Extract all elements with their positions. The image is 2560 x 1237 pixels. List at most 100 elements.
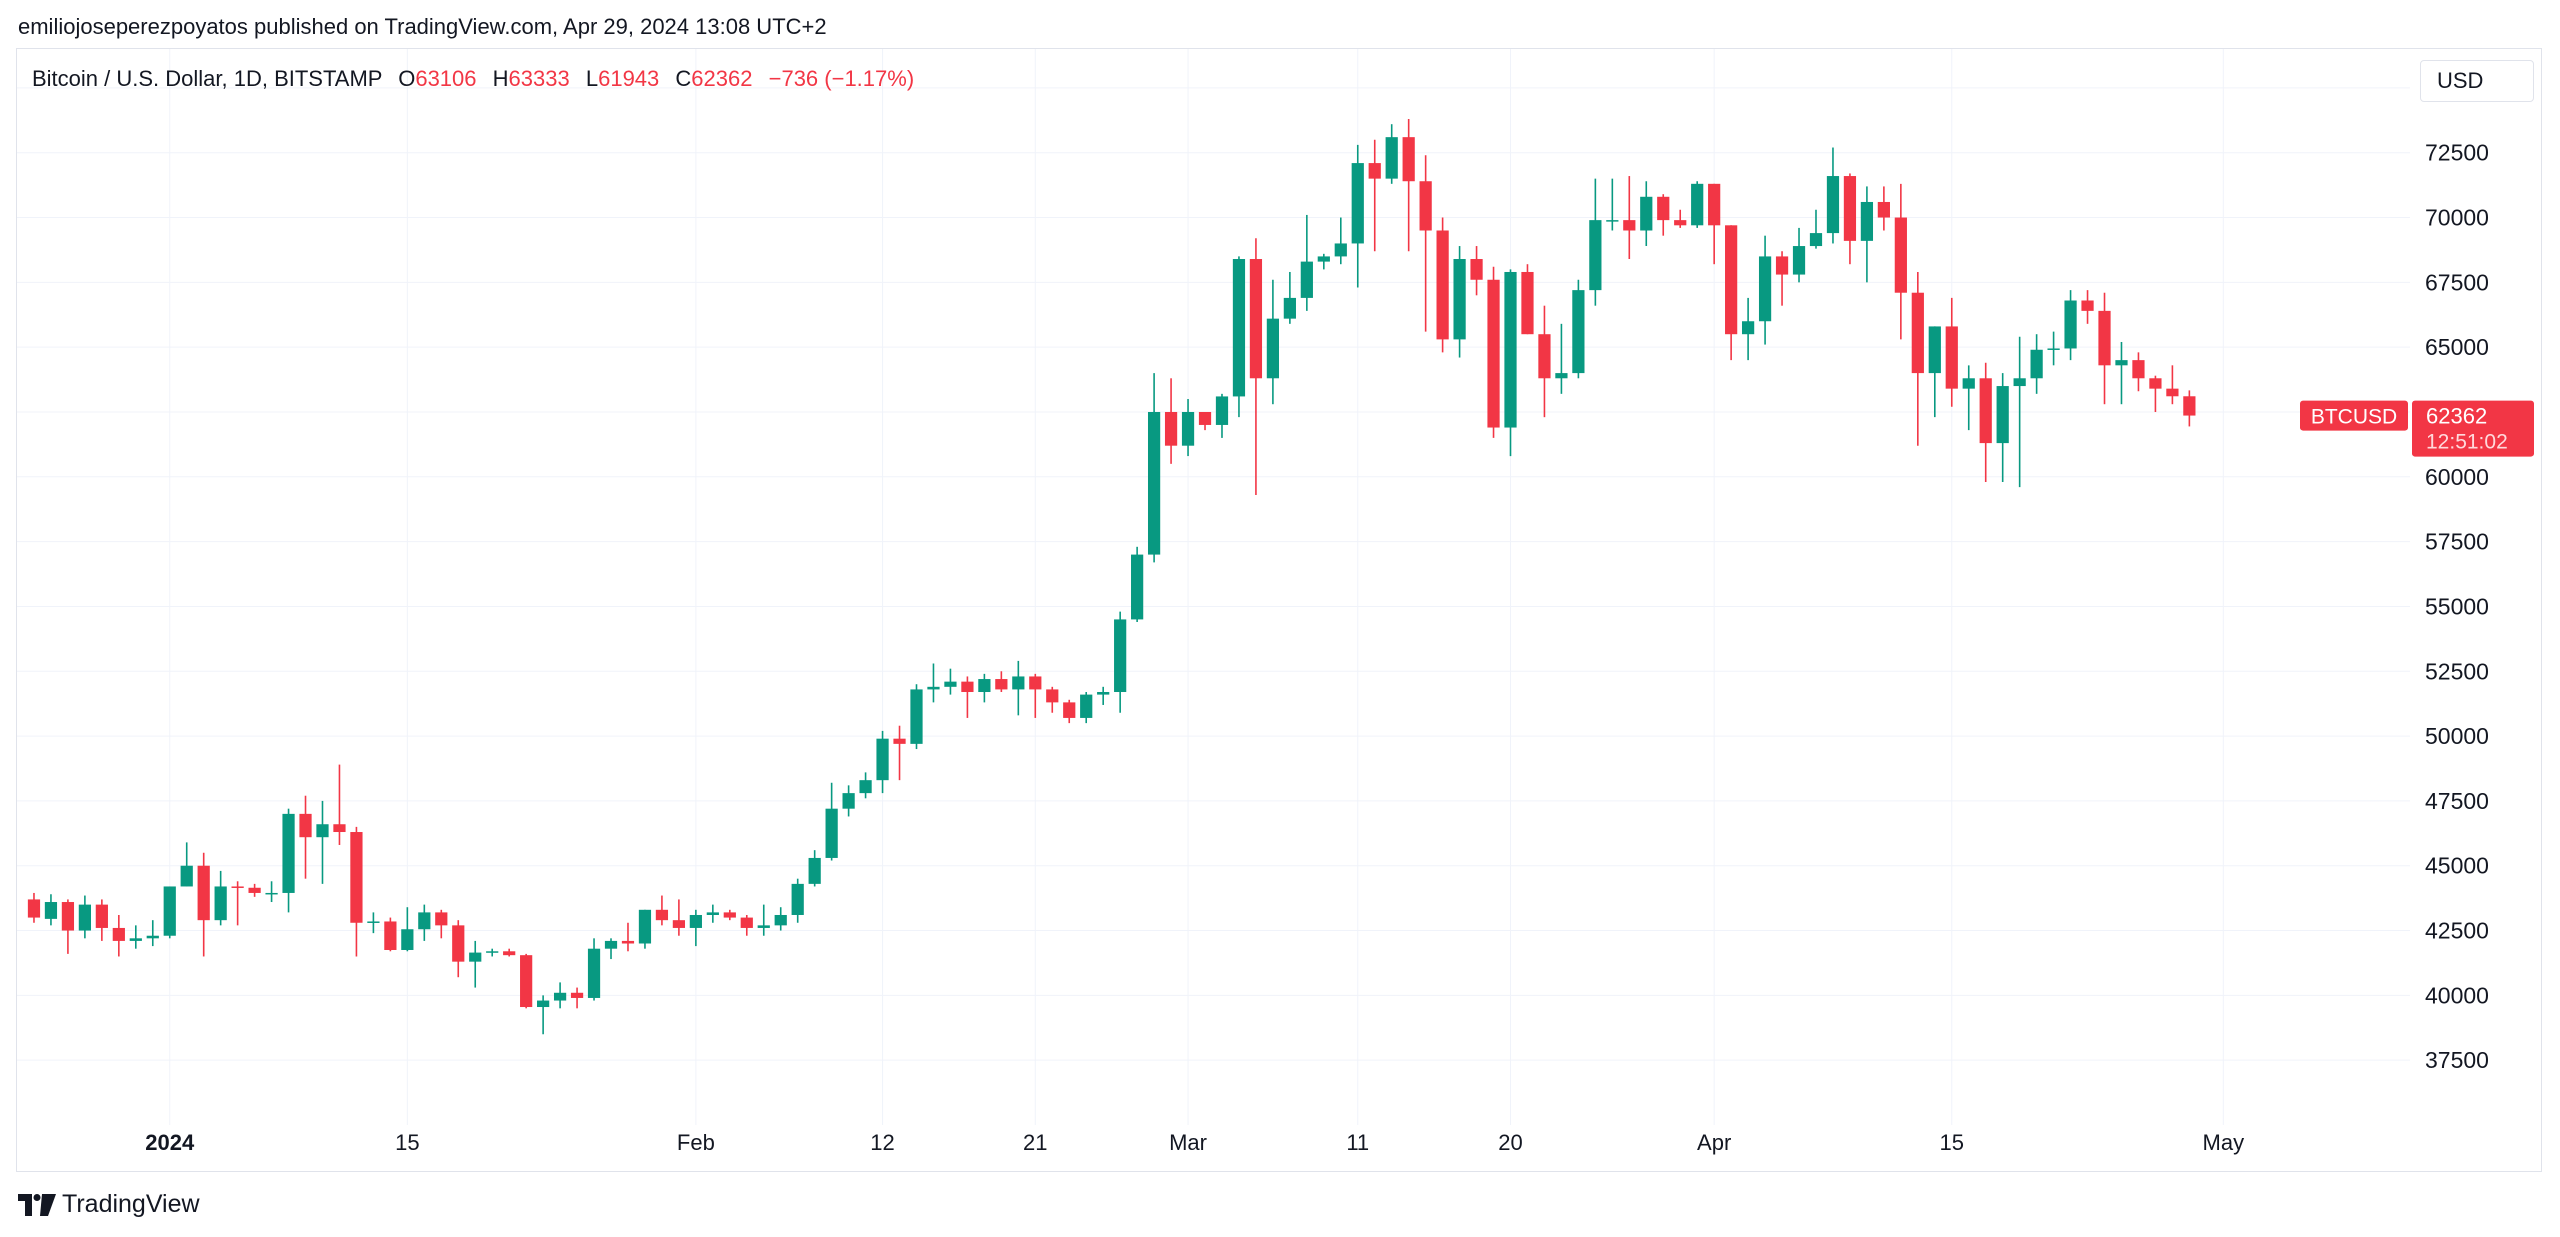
- candle-up: [1589, 178, 1602, 306]
- candle-down: [1029, 673, 1042, 718]
- candle-body: [1334, 243, 1347, 257]
- candle-body: [740, 917, 753, 928]
- high-value: 63333: [508, 66, 570, 91]
- candle-up: [282, 808, 295, 913]
- candle-body: [2081, 300, 2094, 311]
- candle-up: [944, 668, 957, 695]
- candle-up: [1334, 217, 1347, 265]
- candle-body: [1198, 411, 1212, 425]
- candle-down: [231, 881, 244, 926]
- candle-down: [1046, 686, 1059, 713]
- candle-up: [1131, 546, 1144, 623]
- candle-body: [1945, 326, 1958, 389]
- time-tick-label: 15: [1940, 1130, 1964, 1155]
- candle-up: [774, 907, 787, 931]
- time-tick-label: 2024: [145, 1130, 195, 1155]
- candle-up: [1215, 393, 1229, 438]
- candle-body: [1521, 271, 1534, 335]
- candle-up: [553, 982, 567, 1009]
- candle-body: [825, 808, 838, 858]
- candle-down: [1436, 217, 1449, 353]
- candle-down: [740, 914, 753, 936]
- chart-pane[interactable]: [16, 48, 2542, 1172]
- time-tick-label: 12: [870, 1130, 894, 1155]
- symbol-description[interactable]: Bitcoin / U.S. Dollar, 1D, BITSTAMP: [32, 66, 383, 91]
- candle-body: [231, 886, 244, 888]
- candle-body: [1012, 676, 1025, 690]
- candle-body: [299, 813, 312, 838]
- candle-up: [44, 894, 58, 926]
- candle-body: [367, 921, 380, 923]
- candle-body: [1674, 220, 1687, 226]
- candle-down: [1402, 119, 1415, 252]
- candle-body: [282, 813, 295, 893]
- candle-body: [1029, 676, 1042, 690]
- candle-up: [1928, 326, 1941, 418]
- candle-up: [1097, 686, 1110, 705]
- currency-button[interactable]: USD: [2420, 60, 2534, 102]
- candle-up: [1860, 186, 1874, 283]
- candle-up: [401, 907, 414, 952]
- candle-up: [1640, 181, 1653, 247]
- candle-down: [95, 899, 108, 941]
- candle-down: [2098, 292, 2111, 405]
- candle-body: [1538, 334, 1551, 379]
- candle-down: [961, 676, 974, 718]
- candle-body: [1640, 196, 1653, 231]
- candle-body: [2030, 349, 2043, 379]
- price-tick-label: 70000: [2425, 205, 2489, 231]
- time-tick-label: 11: [1346, 1130, 1369, 1155]
- candle-down: [452, 920, 465, 978]
- candle-down: [995, 671, 1008, 693]
- candle-up: [1555, 323, 1568, 394]
- candle-up: [1080, 692, 1093, 724]
- candle-up: [842, 785, 855, 817]
- candle-up: [1266, 279, 1280, 405]
- candle-body: [1572, 290, 1585, 374]
- candle-body: [1775, 256, 1789, 275]
- candle-body: [1928, 326, 1941, 374]
- candle-down: [1249, 238, 1263, 495]
- candle-body: [469, 952, 482, 962]
- candle-body: [2047, 348, 2060, 350]
- price-tick-label: 57500: [2425, 529, 2489, 555]
- candle-up: [1691, 181, 1704, 228]
- price-tick-label: 67500: [2425, 269, 2489, 295]
- candle-body: [163, 886, 176, 936]
- candle-body: [1877, 201, 1890, 218]
- candle-body: [1368, 163, 1381, 179]
- candle-up: [2030, 334, 2043, 394]
- bar-countdown: 12:51:02: [2426, 431, 2508, 454]
- candle-down: [1708, 183, 1721, 265]
- candle-body: [1996, 386, 2009, 444]
- price-tag-value: 62362: [2426, 404, 2487, 429]
- price-tick-label: 47500: [2425, 788, 2489, 814]
- candle-up: [265, 881, 278, 903]
- candle-body: [27, 899, 41, 918]
- time-tick-label: May: [2203, 1130, 2245, 1155]
- candle-up: [859, 772, 872, 799]
- candle-down: [1945, 297, 1958, 407]
- candle-body: [1046, 689, 1059, 703]
- candle-body: [401, 929, 414, 950]
- candle-body: [1657, 196, 1670, 221]
- candle-down: [1063, 699, 1076, 724]
- candle-body: [1351, 163, 1364, 244]
- candle-body: [1402, 137, 1415, 182]
- candle-body: [2064, 300, 2077, 349]
- candle-up: [1758, 235, 1772, 345]
- candle-up: [1809, 209, 1823, 249]
- candle-body: [1470, 259, 1483, 280]
- candle-body: [706, 912, 719, 915]
- change-value: −736 (−1.17%): [768, 66, 915, 91]
- candle-body: [927, 686, 940, 690]
- candle-up: [316, 800, 329, 884]
- tradingview-brand[interactable]: TradingView: [18, 1190, 200, 1219]
- candle-body: [265, 892, 278, 895]
- price-tick-label: 50000: [2425, 723, 2489, 749]
- candle-down: [1470, 246, 1483, 296]
- candle-body: [978, 679, 991, 693]
- time-tick-label: 20: [1498, 1130, 1522, 1155]
- candle-body: [214, 886, 227, 921]
